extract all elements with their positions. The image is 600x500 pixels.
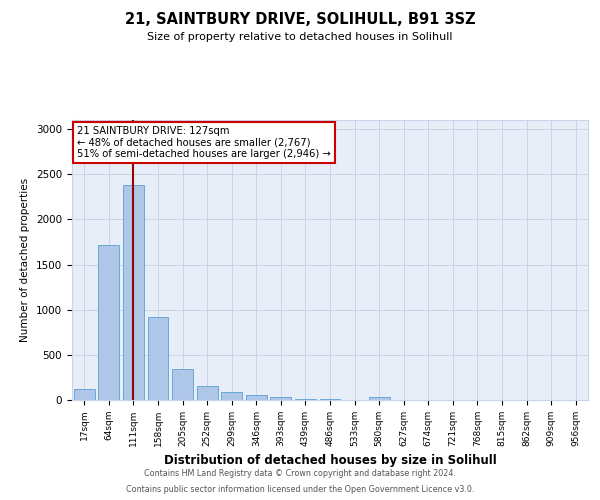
Text: 21 SAINTBURY DRIVE: 127sqm
← 48% of detached houses are smaller (2,767)
51% of s: 21 SAINTBURY DRIVE: 127sqm ← 48% of deta… [77,126,331,159]
Y-axis label: Number of detached properties: Number of detached properties [20,178,31,342]
Text: 21, SAINTBURY DRIVE, SOLIHULL, B91 3SZ: 21, SAINTBURY DRIVE, SOLIHULL, B91 3SZ [125,12,475,28]
Bar [148,317,169,400]
Bar [123,185,144,400]
Bar [74,389,95,400]
Bar [221,392,242,400]
Bar [295,399,316,400]
Bar [271,398,292,400]
Bar [368,398,389,400]
Text: Size of property relative to detached houses in Solihull: Size of property relative to detached ho… [147,32,453,42]
Bar [246,396,267,400]
Bar [320,399,340,400]
Text: Contains public sector information licensed under the Open Government Licence v3: Contains public sector information licen… [126,485,474,494]
Bar [98,244,119,400]
X-axis label: Distribution of detached houses by size in Solihull: Distribution of detached houses by size … [164,454,496,468]
Bar [172,370,193,400]
Text: Contains HM Land Registry data © Crown copyright and database right 2024.: Contains HM Land Registry data © Crown c… [144,468,456,477]
Bar [197,386,218,400]
